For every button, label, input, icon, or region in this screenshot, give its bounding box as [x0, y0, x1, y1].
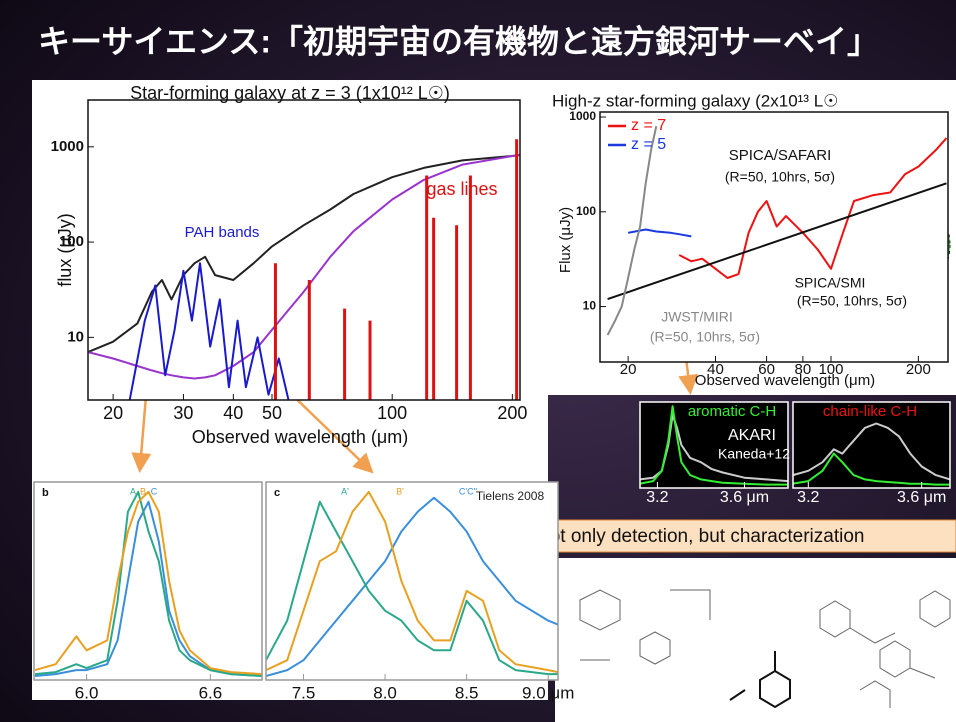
slide: キーサイエンス:「初期宇宙の有機物と遠方銀河サーベイ」 Not only det… — [0, 0, 956, 722]
x-tick-label: 3.6 μm — [897, 489, 946, 506]
x-tick-label: 8.5 — [455, 683, 479, 702]
annotation: Tielens 2008 — [476, 489, 545, 503]
banner: Not only detection, but characterization — [536, 526, 864, 547]
annotation: B — [140, 486, 146, 496]
x-tick-label: 20 — [620, 361, 637, 378]
annotation: AKARI — [728, 427, 776, 444]
y-tick-label: 1000 — [569, 109, 596, 123]
x-tick-label: 6.0 — [75, 683, 99, 702]
y-axis-label: Flux (μJy) — [557, 207, 574, 273]
annotation: SPICA/SAFARI — [729, 147, 832, 164]
molecule-panel — [555, 558, 956, 722]
x-tick-label: 9.0 μm — [522, 683, 574, 702]
annotation: chain-like C-H — [823, 403, 917, 420]
annotation: C'C'' — [459, 486, 477, 496]
x-tick-label: 3.2 — [646, 489, 668, 506]
annotation: aromatic C-H — [688, 403, 776, 420]
chart: 7.5 8.0 8.5 9.0 μm c A' B' C'C''Tielens 2008 — [266, 482, 574, 702]
panel-label: b — [42, 487, 49, 499]
annotation: C — [151, 486, 158, 496]
annotation: A' — [341, 486, 349, 496]
page: {"title": "キーサイエンス:「初期宇宙の有機物と遠方銀河サーベイ」",… — [0, 0, 956, 722]
panel-label: c — [274, 487, 280, 499]
annotation: B' — [396, 486, 404, 496]
x-tick-label: 200 — [906, 361, 931, 378]
x-tick-label: 20 — [103, 403, 123, 423]
x-axis-label: Observed wavelength (μm) — [695, 372, 875, 389]
y-tick-label: 10 — [583, 299, 597, 313]
annotation: JWST/MIRI — [661, 309, 733, 325]
annotation: PAH bands — [185, 224, 260, 241]
annotation: (R=50, 10hrs, 5σ) — [725, 169, 835, 185]
x-tick-label: 40 — [223, 403, 243, 423]
x-axis-label: Observed wavelength (μm) — [192, 427, 408, 447]
x-tick-label: 30 — [173, 403, 193, 423]
y-tick-label: 10 — [67, 328, 84, 345]
plot-area — [34, 482, 262, 680]
plot-area — [266, 482, 558, 680]
x-tick-label: 100 — [377, 403, 407, 423]
annotation: SPICA/SMI — [795, 275, 866, 291]
x-tick-label: 3.6 μm — [720, 489, 769, 506]
x-tick-label: 3.2 — [797, 489, 819, 506]
x-tick-label: 200 — [497, 403, 527, 423]
slide-title: キーサイエンス:「初期宇宙の有機物と遠方銀河サーベイ」 — [38, 23, 879, 59]
annotation: A — [130, 486, 136, 496]
annotation: (R=50, 10hrs, 5σ) — [797, 293, 907, 309]
x-tick-label: 50 — [262, 403, 282, 423]
legend-label: z = 5 — [631, 136, 666, 153]
annotation: (R=50, 10hrs, 5σ) — [650, 329, 760, 345]
x-tick-label: 8.0 — [373, 683, 397, 702]
x-tick-label: 7.5 — [292, 683, 316, 702]
annotation: Kaneda+12 — [718, 446, 790, 462]
y-axis-label: flux (μJy) — [55, 213, 75, 286]
y-tick-label: 100 — [576, 204, 596, 218]
chart-title: Star-forming galaxy at z = 3 (1x10¹² L☉) — [130, 83, 450, 103]
annotation: gas lines — [426, 179, 497, 199]
y-tick-label: 1000 — [51, 138, 84, 155]
legend-label: z = 7 — [631, 117, 666, 134]
x-tick-label: 6.6 — [199, 683, 223, 702]
chart-title: High-z star-forming galaxy (2x10¹³ L☉ — [552, 91, 838, 110]
